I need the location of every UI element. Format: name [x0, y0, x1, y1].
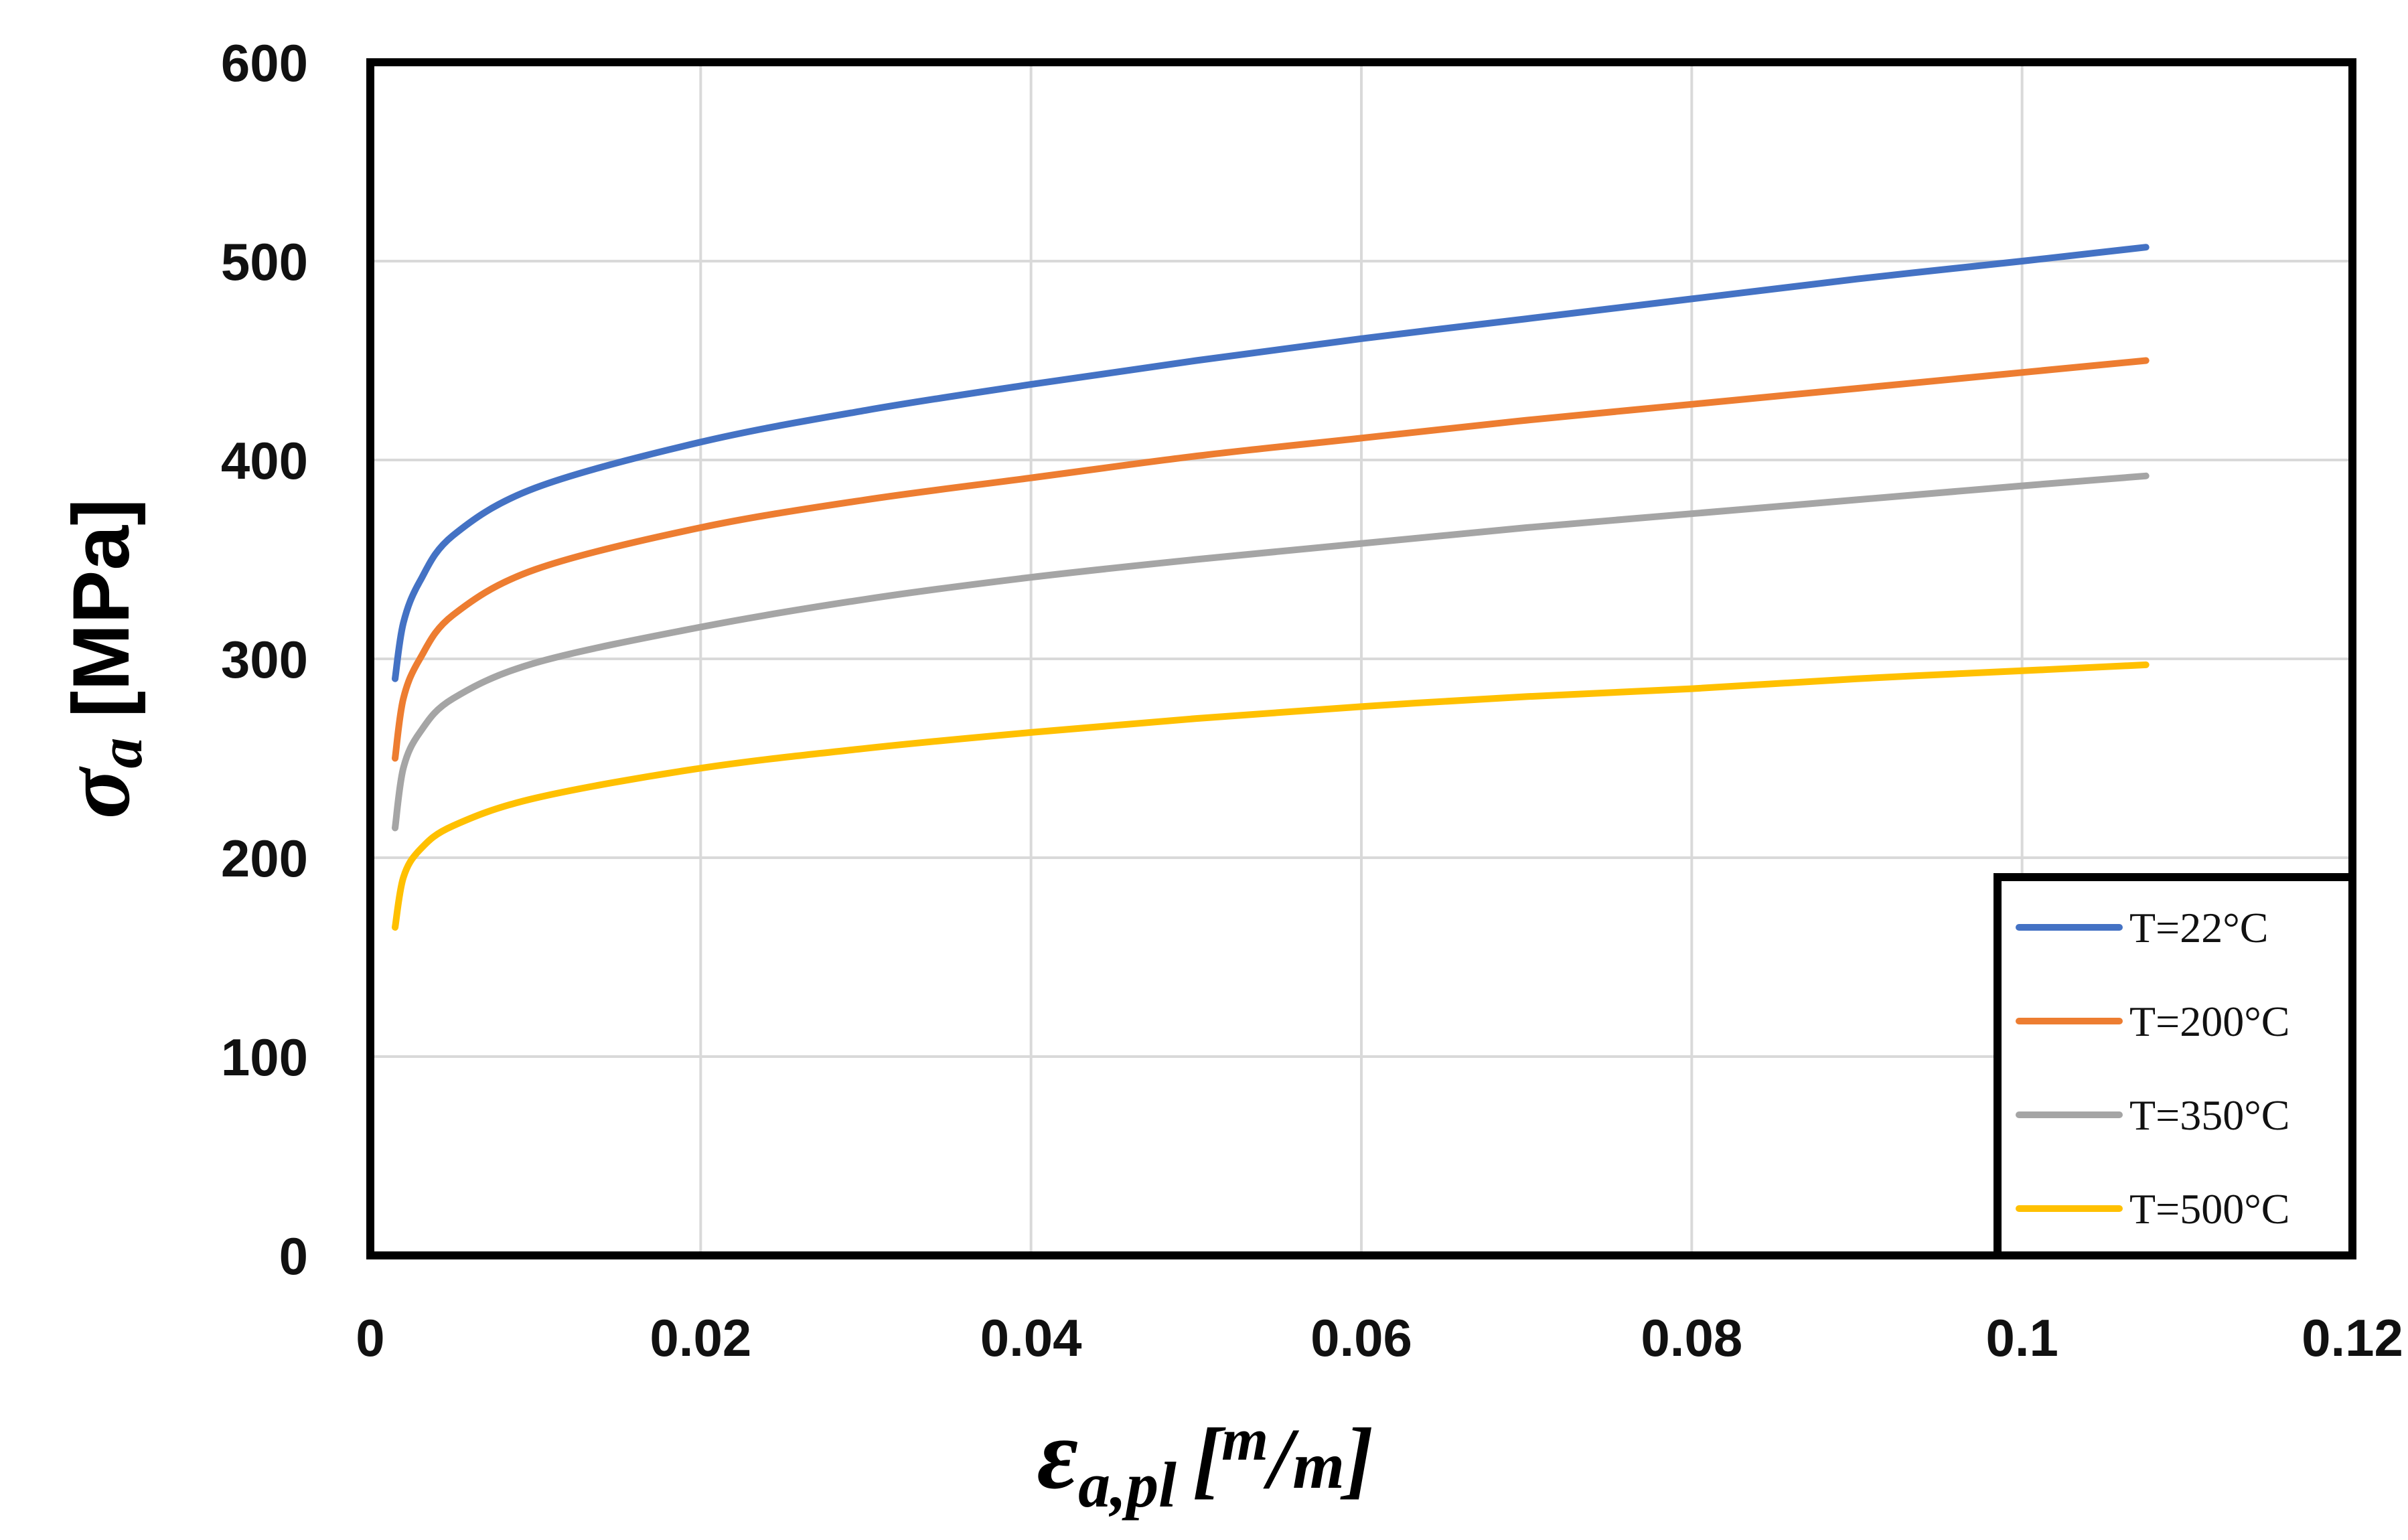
x-axis-unit-open: [: [1193, 1411, 1226, 1507]
legend-label: T=350°C: [2129, 1091, 2289, 1139]
x-tick-label: 0.1: [1985, 1308, 2058, 1367]
series-line-t-22-c: [392, 244, 2150, 682]
x-axis-symbol: ε: [1037, 1399, 1079, 1510]
series-line-t-200-c: [392, 357, 2150, 762]
y-tick-label: 400: [221, 431, 308, 490]
x-tick-label: 0.08: [1641, 1308, 1742, 1367]
y-tick-label: 200: [221, 829, 308, 888]
y-axis-symbol: σ: [46, 766, 149, 819]
y-tick-label: 0: [279, 1227, 308, 1286]
legend-label: T=200°C: [2129, 998, 2289, 1045]
y-axis-subscript: a: [86, 738, 155, 769]
x-tick-label: 0.02: [650, 1308, 751, 1367]
x-tick-label: 0.06: [1310, 1308, 1412, 1367]
series-lines: [392, 244, 2150, 931]
svg-text:εa,pl[m/m]: εa,pl [m/m]: [1037, 1399, 1374, 1521]
series-line-t-350-c: [392, 472, 2150, 832]
x-axis-unit-denominator: m: [1292, 1428, 1345, 1503]
legend-label: T=500°C: [2129, 1185, 2289, 1233]
legend-box: [1993, 873, 2356, 1259]
svg-text:σa[MPa]: σa [MPa]: [46, 499, 155, 819]
legend-label: T=22°C: [2129, 904, 2268, 951]
plot-frame: [366, 58, 2356, 1259]
y-tick-label: 500: [221, 232, 308, 291]
y-tick-label: 300: [221, 630, 308, 689]
x-tick-label: 0.12: [2302, 1308, 2403, 1367]
x-axis-unit-numerator: m: [1221, 1407, 1268, 1473]
y-tick-labels: 0 100 200 300 400 500 600: [221, 33, 308, 1286]
y-tick-label: 100: [221, 1028, 308, 1087]
x-axis-subscript: a,pl: [1078, 1449, 1177, 1521]
series-line-t-500-c: [392, 661, 2150, 931]
x-tick-labels: 0 0.02 0.04 0.06 0.08 0.1 0.12: [356, 1308, 2403, 1367]
y-tick-label: 600: [221, 33, 308, 92]
y-axis-unit: [MPa]: [56, 499, 146, 718]
x-tick-label: 0.04: [980, 1308, 1082, 1367]
legend: T=22°C T=200°C T=350°C T=500°C: [1993, 873, 2356, 1259]
x-axis-title: εa,pl [m/m]: [1037, 1399, 1374, 1521]
y-axis-title: σa [MPa]: [46, 499, 155, 819]
x-axis-unit-close: ]: [1340, 1411, 1373, 1507]
x-tick-label: 0: [356, 1308, 384, 1367]
